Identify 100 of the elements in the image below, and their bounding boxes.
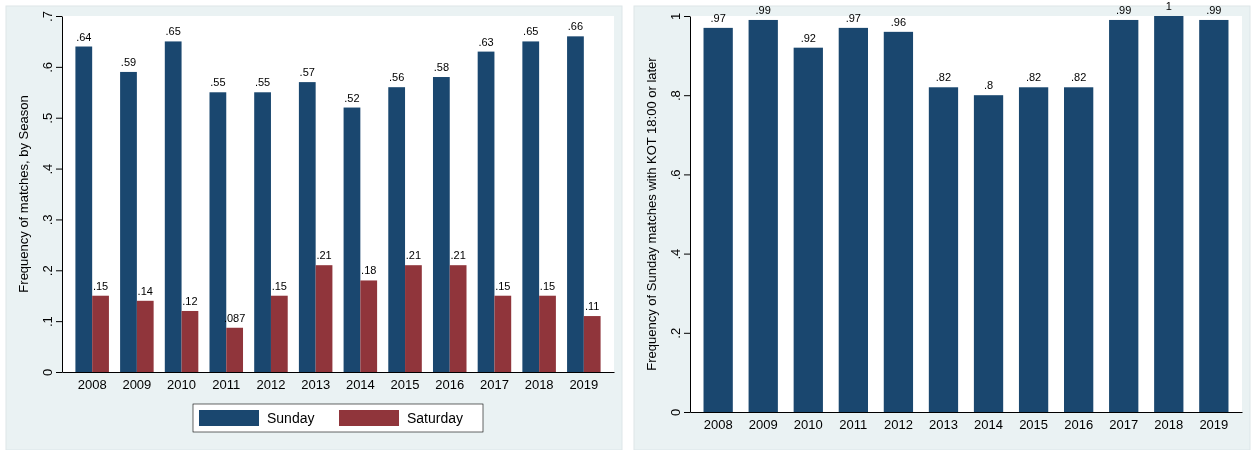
data-label: .57 (299, 66, 315, 79)
x-tick-label: 2012 (883, 417, 913, 433)
bar (360, 280, 378, 372)
data-label: .21 (450, 249, 466, 262)
y-tick-label: 0 (40, 368, 55, 377)
data-label: .21 (405, 249, 422, 262)
x-tick-label: 2014 (974, 417, 1003, 433)
y-tick-label: .8 (668, 90, 683, 102)
data-label: .97 (845, 11, 861, 24)
data-label: .15 (539, 279, 556, 292)
x-tick-label: 2013 (929, 417, 958, 433)
data-label: .11 (584, 300, 600, 313)
data-label: .15 (271, 279, 287, 292)
data-label: .92 (800, 31, 816, 44)
data-label: .99 (1116, 3, 1132, 16)
bar (181, 310, 199, 372)
bar (226, 327, 244, 372)
x-tick-label: 2019 (1199, 417, 1229, 433)
bar (92, 295, 109, 372)
data-label: .82 (935, 71, 952, 84)
data-label: .96 (890, 15, 907, 28)
x-tick-label: 2008 (77, 377, 107, 393)
data-label: .99 (1206, 3, 1222, 16)
y-tick-label: .2 (40, 265, 55, 277)
data-label: .15 (495, 279, 511, 292)
bar (164, 41, 182, 372)
x-tick-label: 2011 (839, 417, 868, 433)
x-tick-label: 2017 (1109, 417, 1139, 433)
bar (136, 300, 154, 372)
x-tick-label: 2010 (167, 377, 197, 393)
bar (75, 46, 93, 372)
bar (254, 92, 271, 372)
x-tick-label: 2014 (345, 377, 375, 393)
data-label: .66 (567, 20, 584, 33)
x-tick-label: 2011 (212, 377, 241, 393)
y-tick-label: .4 (668, 248, 683, 260)
data-label: .58 (433, 61, 450, 74)
x-tick-label: 2017 (479, 377, 509, 393)
x-tick-label: 2015 (1019, 417, 1049, 433)
bar (567, 36, 584, 372)
bar (343, 107, 361, 372)
y-axis-title: Frequency of matches, by Season (16, 95, 31, 293)
x-tick-label: 2010 (793, 417, 823, 433)
data-label: .65 (165, 25, 181, 38)
y-tick-label: .1 (40, 316, 55, 328)
bar (494, 295, 512, 372)
data-label: .97 (710, 11, 726, 24)
bar (539, 295, 556, 372)
x-tick-label: 2018 (1154, 417, 1184, 433)
data-label: .21 (316, 249, 332, 262)
data-label: .8 (983, 79, 994, 92)
y-tick-label: .6 (668, 169, 683, 181)
bar (298, 82, 316, 372)
bar (209, 92, 227, 372)
data-label: .18 (361, 264, 377, 277)
y-tick-label: .6 (40, 61, 55, 73)
y-tick-label: 1 (668, 12, 683, 21)
bar (388, 87, 406, 372)
y-tick-label: .7 (40, 11, 55, 22)
data-label: .82 (1071, 71, 1087, 84)
x-tick-label: 2015 (390, 377, 420, 393)
data-label: .64 (76, 30, 92, 43)
x-tick-label: 2019 (569, 377, 599, 393)
bar (270, 295, 288, 372)
bar (432, 77, 450, 372)
data-label: .52 (344, 91, 360, 104)
x-tick-label: 2013 (301, 377, 331, 393)
data-label: .63 (478, 35, 494, 48)
x-tick-label: 2008 (703, 417, 733, 433)
data-label: .12 (182, 294, 198, 307)
data-label: .14 (137, 284, 153, 297)
y-tick-label: 0 (668, 408, 683, 417)
y-tick-label: .4 (40, 163, 55, 175)
legend-label: Sunday (267, 410, 315, 426)
x-tick-label: 2009 (122, 377, 152, 393)
bar (477, 51, 495, 372)
x-tick-label: 2016 (435, 377, 465, 393)
y-tick-label: .5 (40, 112, 55, 124)
data-label: .65 (523, 25, 539, 38)
data-label: .56 (389, 71, 405, 84)
data-label: 1 (1165, 0, 1172, 12)
bar (405, 265, 422, 372)
x-tick-label: 2012 (256, 377, 286, 393)
y-tick-label: .2 (668, 327, 683, 339)
x-tick-label: 2018 (524, 377, 554, 393)
data-label: .82 (1025, 71, 1042, 84)
bar (120, 71, 137, 372)
bar (449, 265, 467, 372)
y-tick-label: .3 (40, 214, 55, 226)
bar (315, 265, 333, 372)
x-tick-label: 2016 (1064, 417, 1094, 433)
legend-label: Saturday (407, 410, 464, 426)
data-label: .99 (755, 3, 771, 16)
data-label: .55 (210, 76, 226, 89)
bar (583, 316, 601, 372)
bar (522, 41, 540, 372)
y-axis-title: Frequency of Sunday matches with KOT 18:00 or later (644, 56, 659, 371)
data-label: .59 (120, 55, 137, 68)
x-tick-label: 2009 (748, 417, 778, 433)
data-label: .55 (254, 76, 271, 89)
